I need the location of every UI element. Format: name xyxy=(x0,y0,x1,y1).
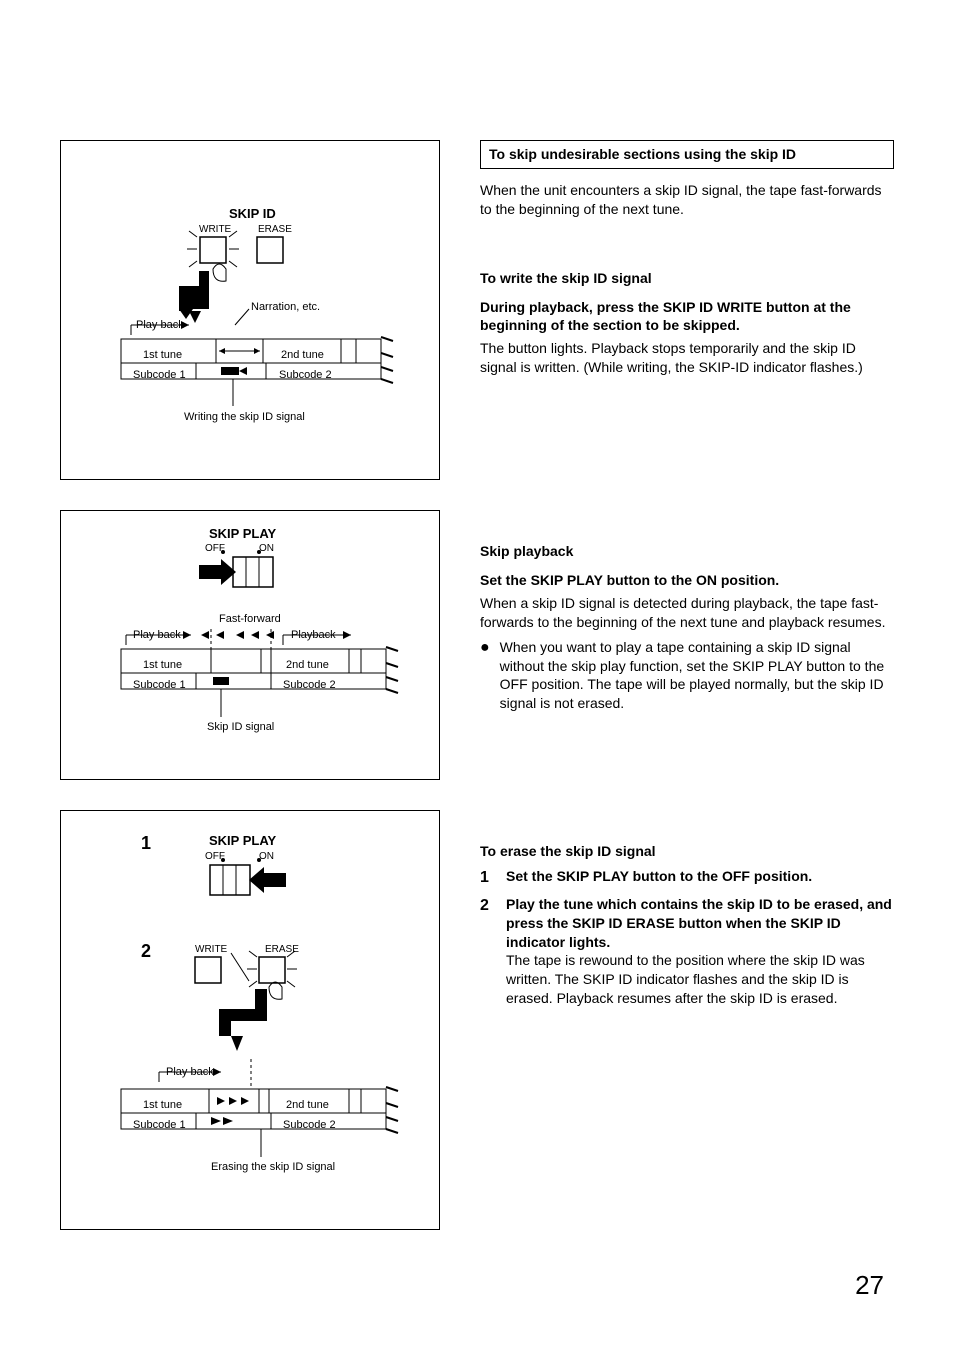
fig3-erase: ERASE xyxy=(265,944,299,955)
playback-bullet: When you want to play a tape containing … xyxy=(500,638,894,714)
write-body: The button lights. Playback stops tempor… xyxy=(480,339,894,377)
step-number: 2 xyxy=(480,895,494,1008)
fig1-narration: Narration, etc. xyxy=(251,301,320,313)
bullet-icon: ● xyxy=(480,638,490,714)
fig2-on: ON xyxy=(259,543,274,554)
fig3-title: SKIP PLAY xyxy=(209,833,276,848)
fig3-playback: Play back xyxy=(166,1066,214,1078)
page: SKIP ID WRITE ERASE Narration, etc. Play… xyxy=(0,0,954,1351)
step1-bold: Set the SKIP PLAY button to the OFF posi… xyxy=(506,867,894,886)
erase-step-2: 2 Play the tune which contains the skip … xyxy=(480,895,894,1008)
fig1-caption: Writing the skip ID signal xyxy=(184,411,305,423)
fig3-write: WRITE xyxy=(195,944,227,955)
fig2-caption: Skip ID signal xyxy=(207,721,274,733)
fig2-off: OFF xyxy=(205,543,225,554)
fig1-erase-label: ERASE xyxy=(258,224,292,235)
fig1-title: SKIP ID xyxy=(229,206,276,221)
write-heading: To write the skip ID signal xyxy=(480,269,894,288)
right-column: To skip undesirable sections using the s… xyxy=(480,140,894,1230)
figure-write-skip-id: SKIP ID WRITE ERASE Narration, etc. Play… xyxy=(60,140,440,480)
fig3-tune2: 2nd tune xyxy=(286,1099,329,1111)
fig2-playback: Play back xyxy=(133,629,181,641)
fig1-svg xyxy=(61,141,439,479)
fig1-tune1: 1st tune xyxy=(143,349,182,361)
fig2-subcode1: Subcode 1 xyxy=(133,679,186,691)
figure-erase-skip-id: 1 SKIP PLAY OFF ON 2 WRITE ERASE Play ba… xyxy=(60,810,440,1230)
fig2-playback2: Playback xyxy=(291,629,336,641)
fig3-subcode2: Subcode 2 xyxy=(283,1119,336,1131)
fig3-tune1: 1st tune xyxy=(143,1099,182,1111)
two-column-layout: SKIP ID WRITE ERASE Narration, etc. Play… xyxy=(60,140,894,1230)
fig3-caption: Erasing the skip ID signal xyxy=(211,1161,335,1173)
fig2-tune1: 1st tune xyxy=(143,659,182,671)
fig2-svg xyxy=(61,511,439,779)
playback-instruction: Set the SKIP PLAY button to the ON posit… xyxy=(480,571,894,590)
intro-text: When the unit encounters a skip ID signa… xyxy=(480,181,894,219)
fig2-ff: Fast-forward xyxy=(219,613,281,625)
playback-bullet-row: ● When you want to play a tape containin… xyxy=(480,638,894,714)
fig1-subcode1: Subcode 1 xyxy=(133,369,186,381)
fig3-subcode1: Subcode 1 xyxy=(133,1119,186,1131)
fig3-step1: 1 xyxy=(141,833,151,854)
step2-body: The tape is rewound to the position wher… xyxy=(506,951,894,1008)
fig3-off: OFF xyxy=(205,851,225,862)
playback-heading: Skip playback xyxy=(480,542,894,561)
step2-bold: Play the tune which contains the skip ID… xyxy=(506,895,894,952)
fig1-write-label: WRITE xyxy=(199,224,231,235)
erase-heading: To erase the skip ID signal xyxy=(480,842,894,861)
playback-body: When a skip ID signal is detected during… xyxy=(480,594,894,632)
fig1-tune2: 2nd tune xyxy=(281,349,324,361)
fig1-playback: Play back xyxy=(136,319,184,331)
fig1-subcode2: Subcode 2 xyxy=(279,369,332,381)
write-instruction: During playback, press the SKIP ID WRITE… xyxy=(480,298,894,336)
step-number: 1 xyxy=(480,867,494,889)
fig2-subcode2: Subcode 2 xyxy=(283,679,336,691)
page-number: 27 xyxy=(855,1270,884,1301)
section-title: To skip undesirable sections using the s… xyxy=(480,140,894,169)
figure-skip-playback: SKIP PLAY OFF ON Fast-forward Play back … xyxy=(60,510,440,780)
fig3-on: ON xyxy=(259,851,274,862)
left-column: SKIP ID WRITE ERASE Narration, etc. Play… xyxy=(60,140,440,1230)
fig2-tune2: 2nd tune xyxy=(286,659,329,671)
fig3-step2: 2 xyxy=(141,941,151,962)
erase-step-1: 1 Set the SKIP PLAY button to the OFF po… xyxy=(480,867,894,889)
fig2-title: SKIP PLAY xyxy=(209,526,276,541)
